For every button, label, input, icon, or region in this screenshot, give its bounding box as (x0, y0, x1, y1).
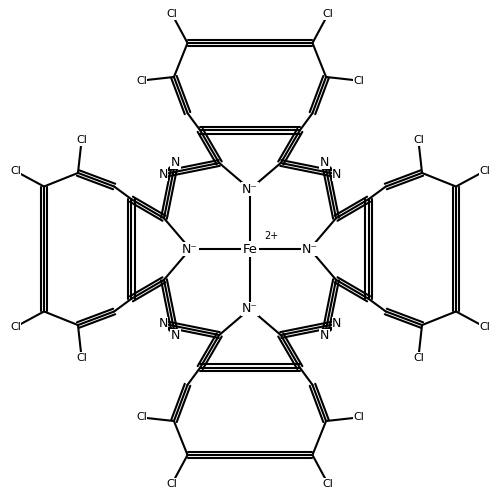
Text: Cl: Cl (413, 353, 424, 363)
Text: N⁻: N⁻ (182, 243, 198, 255)
Text: Cl: Cl (76, 135, 87, 145)
Text: Cl: Cl (136, 76, 147, 86)
Text: Cl: Cl (322, 9, 334, 19)
Text: Cl: Cl (479, 322, 490, 332)
Text: Fe: Fe (242, 243, 258, 255)
Text: Cl: Cl (353, 76, 364, 86)
Text: Cl: Cl (76, 353, 87, 363)
Text: N: N (320, 329, 330, 343)
Text: Cl: Cl (353, 412, 364, 422)
Text: N: N (158, 317, 168, 330)
Text: Cl: Cl (10, 322, 21, 332)
Text: N: N (332, 168, 342, 181)
Text: Cl: Cl (10, 166, 21, 176)
Text: N: N (332, 317, 342, 330)
Text: 2+: 2+ (264, 232, 279, 242)
Text: N: N (158, 168, 168, 181)
Text: N: N (170, 155, 180, 169)
Text: Cl: Cl (166, 479, 177, 489)
Text: Cl: Cl (479, 166, 490, 176)
Text: N⁻: N⁻ (242, 302, 258, 315)
Text: N: N (320, 155, 330, 169)
Text: Cl: Cl (322, 479, 334, 489)
Text: Cl: Cl (166, 9, 177, 19)
Text: N: N (170, 329, 180, 343)
Text: N⁻: N⁻ (302, 243, 318, 255)
Text: Cl: Cl (413, 135, 424, 145)
Text: Cl: Cl (136, 412, 147, 422)
Text: N⁻: N⁻ (242, 183, 258, 196)
